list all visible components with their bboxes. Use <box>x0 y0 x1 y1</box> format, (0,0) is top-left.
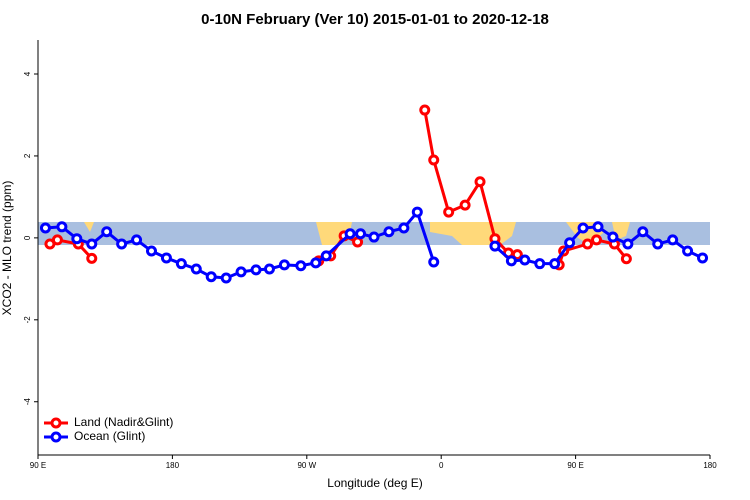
data-point <box>51 234 63 246</box>
data-point <box>355 228 367 240</box>
data-point <box>250 264 262 276</box>
data-point <box>582 238 594 250</box>
data-point <box>637 226 649 238</box>
data-point <box>344 228 356 240</box>
data-point <box>474 176 486 188</box>
data-point <box>368 231 380 243</box>
data-point <box>310 257 322 269</box>
data-point <box>205 271 217 283</box>
x-tick-label: 180 <box>703 461 717 470</box>
data-point <box>278 259 290 271</box>
x-tick-label: 180 <box>166 461 180 470</box>
x-axis-label: Longitude (deg E) <box>327 476 422 490</box>
data-point <box>519 254 531 266</box>
data-point <box>534 258 546 270</box>
land-africa-east <box>84 222 94 232</box>
data-point <box>101 226 113 238</box>
legend-marker <box>50 417 62 429</box>
data-point <box>71 233 83 245</box>
data-point <box>489 240 501 252</box>
y-tick-label: -2 <box>23 316 32 324</box>
data-point <box>592 221 604 233</box>
data-point <box>577 222 589 234</box>
legend-marker <box>50 431 62 443</box>
data-point <box>220 272 232 284</box>
data-point <box>428 154 440 166</box>
data-point <box>383 226 395 238</box>
data-point <box>549 258 561 270</box>
data-point <box>419 104 431 116</box>
data-point <box>652 238 664 250</box>
data-point <box>428 256 440 268</box>
data-point <box>86 252 98 264</box>
data-point <box>190 263 202 275</box>
data-point <box>667 234 679 246</box>
data-point <box>263 263 275 275</box>
data-point <box>443 206 455 218</box>
data-point <box>86 238 98 250</box>
data-point <box>622 238 634 250</box>
data-point <box>295 260 307 272</box>
data-point <box>56 221 68 233</box>
data-point <box>564 237 576 249</box>
y-tick-label: 0 <box>23 235 32 240</box>
legend-label: Land (Nadir&Glint) <box>74 415 173 429</box>
data-point <box>682 245 694 257</box>
x-tick-label: 90 W <box>297 461 316 470</box>
data-point <box>320 250 332 262</box>
data-point <box>235 266 247 278</box>
legend-label: Ocean (Glint) <box>74 429 145 443</box>
y-axis-label: XCO2 - MLO trend (ppm) <box>0 181 14 316</box>
data-point <box>511 249 523 261</box>
chart-title: 0-10N February (Ver 10) 2015-01-01 to 20… <box>201 11 549 28</box>
data-point <box>620 253 632 265</box>
data-point <box>697 252 709 264</box>
data-point <box>160 252 172 264</box>
data-point <box>116 238 128 250</box>
data-point <box>398 222 410 234</box>
series-line <box>45 209 704 280</box>
data-point <box>131 234 143 246</box>
data-point <box>175 258 187 270</box>
x-tick-label: 90 E <box>30 461 46 470</box>
data-point <box>39 222 51 234</box>
data-point <box>459 199 471 211</box>
data-point <box>145 245 157 257</box>
x-tick-label: 0 <box>439 461 444 470</box>
legend: Land (Nadir&Glint)Ocean (Glint) <box>44 415 173 443</box>
data-point <box>505 255 517 267</box>
y-tick-label: 4 <box>23 71 32 76</box>
data-point <box>591 234 603 246</box>
y-tick-label: 2 <box>23 153 32 158</box>
x-tick-label: 90 E <box>567 461 583 470</box>
data-point <box>411 206 423 218</box>
data-point <box>607 231 619 243</box>
y-tick-label: -4 <box>23 398 32 406</box>
